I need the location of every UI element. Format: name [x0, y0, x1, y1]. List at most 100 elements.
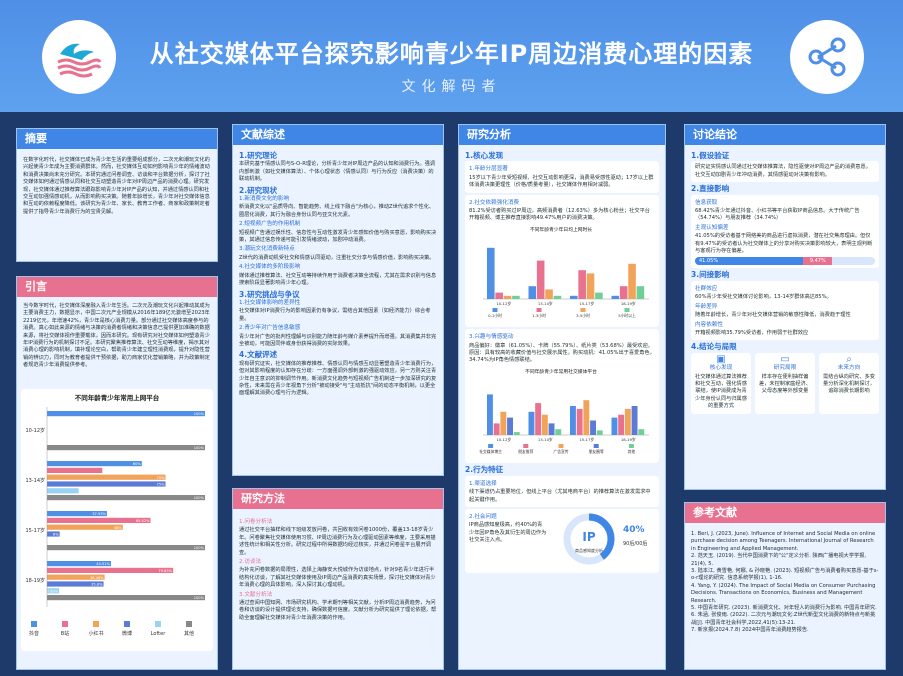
bar-value-label: 100% [194, 596, 205, 600]
bar-value-label: 37.93% [92, 512, 106, 516]
bar [576, 408, 583, 435]
legend-swatch [488, 443, 494, 448]
bar [47, 524, 123, 530]
x-tick-label: 18-19岁 [621, 437, 636, 442]
disc-s3a: 社群效应 [695, 285, 718, 292]
disc-s2b: 主观认知偏差 [695, 224, 729, 231]
disc-s2a-text: 68.42%青少年通过抖音、小红书等平台获取IP商品信息。大于传统广告（54.7… [695, 208, 860, 222]
bar [487, 394, 493, 435]
bar [47, 411, 205, 417]
disc-s3b: 年龄差异 [695, 303, 718, 310]
bar-value-label: 35.8% [91, 583, 103, 587]
legend-swatch [155, 621, 161, 627]
bar [555, 429, 562, 435]
monitor-icon: ▭ [780, 353, 790, 365]
bar [638, 429, 645, 435]
ref-item: 1. Beri, J. (2023, June). Influence of I… [691, 531, 876, 552]
bar [512, 295, 520, 299]
method-heading: 研究方法 [233, 489, 443, 509]
legend-swatch [186, 621, 192, 627]
ref-item: 2. 范天玉. (2019). 当代中国消费下的"公"定义分析. 陕西广播电视大… [691, 553, 867, 567]
refs-panel: 参考文献 1. Beri, J. (2023, June). Influence… [684, 502, 886, 670]
bar [596, 430, 603, 435]
legend-label: 3-5小时 [576, 313, 590, 318]
x-tick-label: 10-12岁 [496, 437, 511, 442]
bar [47, 545, 205, 551]
disc-s3c-text: 开箱视频影响35.79%受访者，作用弱于社群效应 [695, 329, 809, 336]
analysis-s2a-text: 线下渠道仍占重要地位，但线上平台（尤其电商平台）的推荐算法在激发需求中起关键作用… [469, 489, 651, 503]
bar-value-label: 100% [194, 496, 205, 500]
bar [47, 517, 151, 523]
bar [624, 408, 631, 435]
intro-panel: 引言 当今数字时代，社交媒体深度融入青少年生活。二次元及潮玩文化兴起推动其成为主… [16, 276, 218, 670]
legend-swatch [580, 307, 586, 312]
lit-s2d-text: 媒体通过推荐算法、社交互动等持续作用于消费者决策全流程，尤其在需求识别与信息搜索… [239, 272, 437, 287]
card-text: 社交媒体通过算法推荐和社交互动，强化情感联结，使IP消费成为青少年身份认同与归属… [695, 373, 747, 410]
method-s3-text: 通过查阅中国知网、市场研究机构、学术期刊等相关文献，分析IP周边消费趋势，为问卷… [239, 600, 437, 621]
lit-s2: 2.研究现状 [239, 185, 278, 195]
legend-label: 其他 [628, 449, 636, 454]
legend-label: 微博 [122, 630, 132, 637]
search-icon: ⌕ [846, 353, 852, 365]
bar [595, 292, 603, 299]
wave-logo-icon [42, 20, 116, 94]
bar [631, 405, 638, 435]
platform-chart: 不同年龄青少年常用上网平台 10-12岁 100% 100% 13-14岁 60% 75% 7… [21, 389, 213, 651]
legend-swatch [593, 443, 599, 448]
conclusion-card: ⌕ 未来方向 需结合纵向研究、多变量分析深化机制探讨，追踪消费长期影响 [819, 352, 879, 414]
card-text: 需结合纵向研究、多变量分析深化机制探讨，追踪消费长期影响 [823, 373, 875, 395]
legend-label: 其他 [184, 630, 194, 637]
abstract-heading: 摘要 [17, 129, 217, 149]
legend-swatch [523, 443, 529, 448]
bar [553, 295, 562, 299]
discussion-panel: 讨论结论 1.假设验证 研究证实情感认同通过社交媒体推算法，隐性驱使对IP周边产… [684, 124, 886, 490]
bar [47, 461, 142, 467]
x-tick-label: 10-12岁 [496, 301, 511, 306]
legend-label: 朋友推荐 [518, 449, 533, 454]
bar-value-label: 48% [114, 526, 123, 530]
chart-title: 不同年龄青少年常用社交媒体平台 [525, 368, 597, 375]
chip-icon: ▣ [716, 353, 726, 365]
lit-panel: 文献综述 1.研究理论 本研究基于情感认同与S-O-R理论，分析青少年对IP周边… [232, 124, 444, 476]
conclusion-cards: ▣ 核心发现 社交媒体通过算法推荐和社交互动，强化情感联结，使IP消费成为青少年… [691, 352, 879, 414]
x-tick-label: 13-14岁 [538, 301, 553, 306]
x-tick-label: 15-17岁 [579, 437, 594, 442]
bar [583, 400, 590, 435]
analysis-s1b-text: 81.2%受访者购买过IP周边，高频消费者（12.63%）多为核心粉丝；社交平台… [469, 208, 650, 222]
bar [590, 420, 596, 435]
bar [570, 295, 578, 299]
bar [513, 431, 520, 435]
ref-item: 6. 朱涵, 张俊雨. (2022). 二次元与潮玩文化:Z世代新型文化消费的新… [691, 612, 876, 626]
bar [47, 481, 166, 487]
card-title: 核心发现 [709, 365, 733, 372]
disc-s1-text: 研究证实情感认同通过社交媒体推算法，隐性驱使对IP周边产品的消费意愿。社交互动加… [691, 161, 879, 183]
bar-value-label: 36.46% [90, 576, 104, 580]
bar-value-label: 65.52% [136, 519, 150, 523]
legend-label: B站 [61, 630, 69, 637]
lit-s1-text: 本研究基于情感认同与S-O-R理论，分析青少年对IP周边产品的认知和消费行为。强… [239, 161, 436, 183]
donut-value: 40% [623, 524, 645, 535]
lit-s2c-text: Z世代的消费动机受社交和情感认同驱动，注重社交分享与情感价值，影响购买决策。 [239, 254, 435, 261]
bar [487, 247, 495, 299]
y-tick-label: 10-12岁 [25, 427, 45, 434]
lit-s1: 1.研究理论 [239, 151, 278, 160]
analysis-s1a: 1.年龄分层显著 [469, 166, 508, 173]
perception-bar: 41.05% 9.47% [695, 257, 875, 266]
social-platform-chart: 不同年龄青少年常用社交媒体平台 10-12岁 13-14岁 15-17岁 18-19岁社… [479, 368, 649, 454]
bar-value-label: 75% [157, 483, 166, 487]
bar-value-label: 7.69% [47, 589, 59, 593]
bar [47, 467, 103, 473]
bar [47, 561, 112, 567]
bar [578, 270, 586, 299]
bar [636, 286, 645, 299]
bar-value-label: 100% [194, 412, 205, 416]
conclusion-card: ▭ 研究局限 样本存在便利抽样偏差，未控制家庭经济、父母态度等外部变量 [755, 352, 815, 414]
ref-item: 3. 陆本江, 黄雪艳, 何娜, & 孙晓艳. (2023). 短视频广告与消费… [691, 568, 879, 582]
donut-caption: 商品感知度分析 [575, 547, 603, 553]
disc-s3b-text: 随着年龄增长，青少年对社交媒体营销的敏感性降低，消费趋于理性 [695, 312, 851, 319]
disc-s2: 2.直接影响 [691, 184, 730, 194]
bar [628, 263, 636, 299]
bar [545, 289, 553, 299]
chart-title: 不同年龄青少年日均上网时长 [530, 226, 593, 233]
bar-value-label: 79.83% [158, 569, 172, 573]
